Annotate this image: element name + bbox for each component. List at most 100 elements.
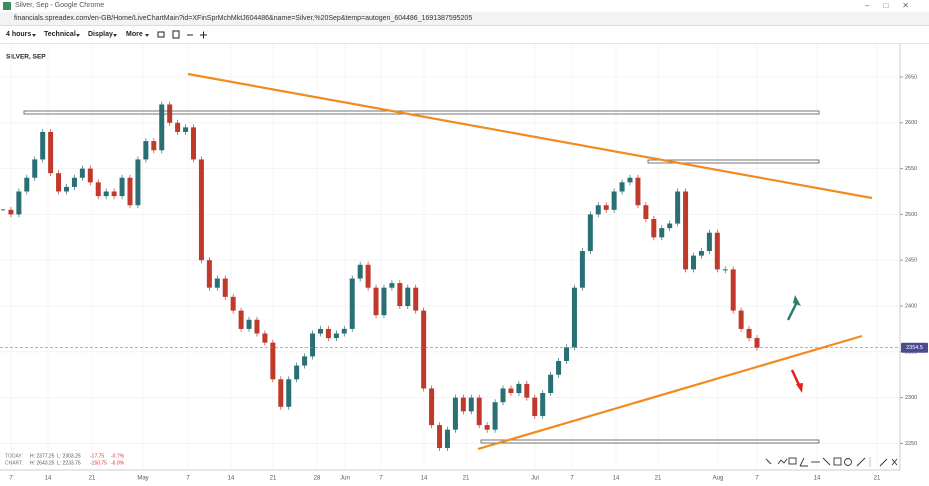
candle <box>651 218 657 238</box>
x-tick-label: 7 <box>755 476 759 482</box>
candle <box>675 191 681 224</box>
candle <box>103 191 109 197</box>
candle <box>556 360 562 375</box>
candle <box>706 232 712 252</box>
drawing-tools[interactable] <box>765 457 898 467</box>
candle <box>317 328 323 334</box>
x-tick-label: 21 <box>874 476 881 482</box>
candle <box>659 228 665 238</box>
candle <box>48 131 54 174</box>
candle <box>246 319 252 329</box>
candle <box>127 177 133 206</box>
candle <box>32 159 38 178</box>
technical-menu[interactable]: Technical <box>44 31 76 38</box>
more-menu[interactable]: More <box>126 31 143 38</box>
y-tick-label: 2300 <box>905 395 917 401</box>
title-bar: Silver, Sep - Google Chrome –□✕ <box>0 0 929 12</box>
candle <box>151 141 157 151</box>
candle <box>357 264 363 279</box>
stats-change-pct: -6.0% <box>111 460 125 466</box>
x-tick-label: 21 <box>463 476 470 482</box>
candle <box>611 191 617 210</box>
candle <box>230 296 236 311</box>
trend-line[interactable] <box>477 334 863 451</box>
candle <box>524 383 530 398</box>
x-tick-label: 14 <box>421 476 428 482</box>
x-tick-label: 7 <box>9 476 13 482</box>
candle <box>548 374 554 394</box>
candle <box>254 319 260 334</box>
candle <box>325 328 331 339</box>
chart-toolbar: 4 hours Technical Display More <box>0 27 929 44</box>
y-tick-label: 2550 <box>905 166 917 172</box>
address-bar[interactable]: financials.spreadex.com/en-GB/Home/LiveC… <box>0 12 929 26</box>
timeframe-menu[interactable]: 4 hours <box>6 31 32 38</box>
toolbar-icons[interactable] <box>157 30 207 39</box>
x-tick-label: 7 <box>379 476 383 482</box>
candle <box>278 379 284 407</box>
x-tick-label: Jun <box>340 476 350 482</box>
y-tick-label: 2500 <box>905 212 917 218</box>
stats-low: L: 2233.75 <box>57 460 81 466</box>
x-tick-label: 14 <box>45 476 52 482</box>
stats-change: -150.75 <box>90 460 107 466</box>
y-tick-label: 2600 <box>905 120 917 126</box>
candle <box>135 159 141 206</box>
candle <box>516 383 522 394</box>
candle <box>397 283 403 307</box>
down-arrow <box>790 369 803 393</box>
candle <box>754 338 760 348</box>
candle <box>381 287 387 316</box>
candle <box>222 278 228 297</box>
candle <box>476 397 482 426</box>
candle <box>40 131 46 160</box>
candle <box>444 429 450 449</box>
candle <box>460 397 466 412</box>
candle <box>437 425 443 449</box>
candle <box>56 173 62 192</box>
candle <box>722 269 728 271</box>
display-menu[interactable]: Display <box>88 31 113 38</box>
up-arrow <box>786 295 801 321</box>
stats-label: TODAY: <box>5 453 23 459</box>
horizontal-zone[interactable] <box>480 439 820 444</box>
candle <box>698 251 704 256</box>
url: financials.spreadex.com/en-GB/Home/LiveC… <box>14 15 473 22</box>
candle <box>214 278 220 288</box>
candle <box>349 278 355 329</box>
candle <box>159 104 165 151</box>
horizontal-zone[interactable] <box>647 159 820 164</box>
stats-low: L: 2303.25 <box>57 453 81 459</box>
candle <box>183 127 189 132</box>
x-tick-label: 14 <box>613 476 620 482</box>
candle <box>603 205 609 210</box>
x-tick-label: 14 <box>814 476 821 482</box>
candle <box>24 177 30 192</box>
candle <box>683 191 689 270</box>
x-tick-label: 7 <box>186 476 190 482</box>
candle <box>746 328 752 339</box>
window-title: Silver, Sep - Google Chrome <box>15 2 105 9</box>
candle <box>341 328 347 334</box>
window-controls[interactable]: –□✕ <box>865 1 923 10</box>
candle <box>564 347 570 361</box>
candle <box>667 223 673 229</box>
candle <box>190 127 196 160</box>
candle <box>71 177 77 187</box>
candle <box>405 287 411 307</box>
instrument-label: SILVER, SEP <box>6 54 46 61</box>
horizontal-zone[interactable] <box>23 110 820 115</box>
trend-line[interactable] <box>187 72 873 200</box>
stats: TODAY: H: 2377.25 L: 2303.25 -17.75 -0.7% CHA… <box>5 453 125 466</box>
candle <box>389 283 395 288</box>
x-tick-label: 21 <box>89 476 96 482</box>
stats-label: CHART: <box>5 460 23 466</box>
candle <box>595 205 601 215</box>
x-tick-label: Jul <box>531 476 539 482</box>
candle <box>302 356 308 366</box>
stats-high: H: 2377.25 <box>30 453 55 459</box>
candle <box>333 333 339 339</box>
candle <box>413 287 419 311</box>
